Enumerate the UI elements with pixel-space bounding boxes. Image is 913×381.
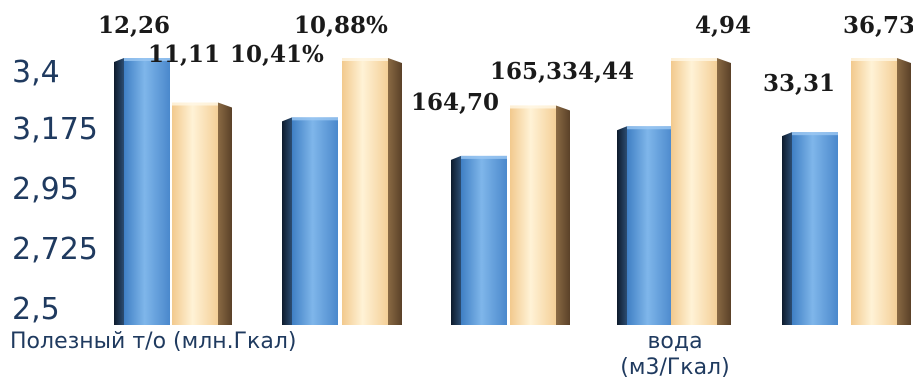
y-tick-label: 2,725 bbox=[12, 232, 98, 267]
data-label: 165,33 bbox=[490, 58, 578, 85]
y-tick-label: 2,5 bbox=[12, 292, 60, 327]
bar-side bbox=[282, 117, 292, 325]
data-label: 10,88% bbox=[294, 12, 388, 39]
bar-side bbox=[218, 102, 232, 325]
bar-top bbox=[124, 58, 170, 61]
bar-top bbox=[461, 155, 507, 159]
bar-front bbox=[510, 105, 556, 325]
bar-front bbox=[292, 117, 338, 325]
bar-side bbox=[782, 132, 792, 325]
bar-side bbox=[897, 58, 911, 325]
bar-top bbox=[627, 126, 673, 130]
bar-side bbox=[717, 58, 731, 325]
value-labels: 12,26 10,41% 164,70 4,44 33,31 11,11 10,88% 165… bbox=[98, 12, 913, 116]
bar-side bbox=[556, 105, 570, 325]
bar-front bbox=[792, 132, 838, 325]
category-labels: Полезный т/о (млн.Гкал) вода (м3/Гкал) bbox=[10, 329, 730, 380]
bar-b-1 bbox=[172, 102, 232, 325]
bar-b-3 bbox=[510, 105, 570, 325]
bar-top bbox=[342, 58, 388, 61]
bar-side bbox=[388, 58, 402, 325]
bar-side bbox=[617, 126, 627, 325]
bar-b-5 bbox=[851, 58, 911, 325]
bar-b-4 bbox=[671, 58, 731, 325]
data-label: 4,94 bbox=[695, 12, 751, 39]
bar-top bbox=[851, 58, 897, 61]
data-label: 164,70 bbox=[411, 89, 499, 116]
bar-a-3 bbox=[451, 155, 507, 325]
bar-top bbox=[172, 102, 218, 106]
data-label: 36,73 bbox=[843, 12, 913, 39]
y-tick-label: 3,4 bbox=[12, 55, 60, 90]
bar-top bbox=[292, 117, 338, 121]
category-label: Полезный т/о (млн.Гкал) bbox=[10, 329, 296, 354]
bar-top bbox=[510, 105, 556, 109]
category-label: вода (м3/Гкал) bbox=[620, 329, 729, 380]
bar-front bbox=[671, 58, 717, 325]
bar-front bbox=[124, 58, 170, 325]
bar-a-2 bbox=[282, 117, 338, 325]
bar-front bbox=[342, 58, 388, 325]
bar-front bbox=[172, 102, 218, 325]
y-tick-label: 3,175 bbox=[12, 112, 98, 147]
bar-side bbox=[114, 58, 124, 325]
y-tick-label: 2,95 bbox=[12, 172, 79, 207]
bar-top bbox=[671, 58, 717, 61]
bars bbox=[114, 58, 911, 325]
data-label: 33,31 bbox=[763, 70, 835, 97]
bar-a-5 bbox=[782, 132, 838, 325]
bar-front bbox=[461, 155, 507, 325]
bar-top bbox=[792, 132, 838, 136]
bar-b-2 bbox=[342, 58, 402, 325]
bar-side bbox=[451, 155, 461, 325]
bar-front bbox=[851, 58, 897, 325]
bar-a-1 bbox=[114, 58, 170, 325]
bar-a-4 bbox=[617, 126, 673, 325]
bar-front bbox=[627, 126, 673, 325]
data-label: 10,41% bbox=[230, 41, 324, 68]
data-label: 11,11 bbox=[148, 41, 220, 68]
data-label: 12,26 bbox=[98, 12, 170, 39]
data-label: 4,44 bbox=[578, 58, 634, 85]
y-axis-ticks: 3,4 3,175 2,95 2,725 2,5 bbox=[12, 55, 98, 327]
